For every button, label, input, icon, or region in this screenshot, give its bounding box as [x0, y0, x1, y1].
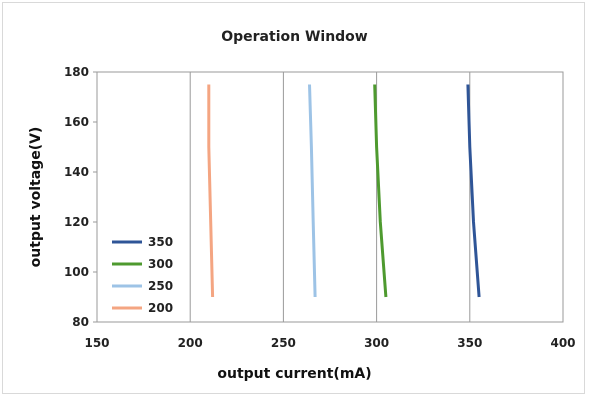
x-tick-label: 300 [364, 336, 389, 350]
x-tick-label: 250 [271, 336, 296, 350]
x-tick-label: 150 [84, 336, 109, 350]
series-line-300 [373, 84, 388, 298]
chart-frame [2, 2, 585, 394]
series-line-350 [466, 84, 481, 298]
x-tick-label: 200 [178, 336, 203, 350]
x-axis-label: output current(mA) [217, 366, 372, 382]
series-line-250 [308, 84, 317, 298]
legend-label-300: 300 [148, 257, 173, 271]
plot-area [96, 71, 564, 323]
y-tick-label: 120 [64, 215, 89, 229]
y-tick-label: 80 [72, 315, 89, 329]
legend-label-250: 250 [148, 279, 173, 293]
x-tick-label: 400 [550, 336, 575, 350]
legend-label-350: 350 [148, 235, 173, 249]
y-tick-label: 180 [64, 65, 89, 79]
y-tick-label: 100 [64, 265, 89, 279]
y-tick-label: 160 [64, 115, 89, 129]
x-tick-label: 350 [457, 336, 482, 350]
y-tick-label: 140 [64, 165, 89, 179]
chart-title: Operation Window [221, 29, 368, 45]
series-line-200 [207, 84, 215, 298]
legend-label-200: 200 [148, 301, 173, 315]
